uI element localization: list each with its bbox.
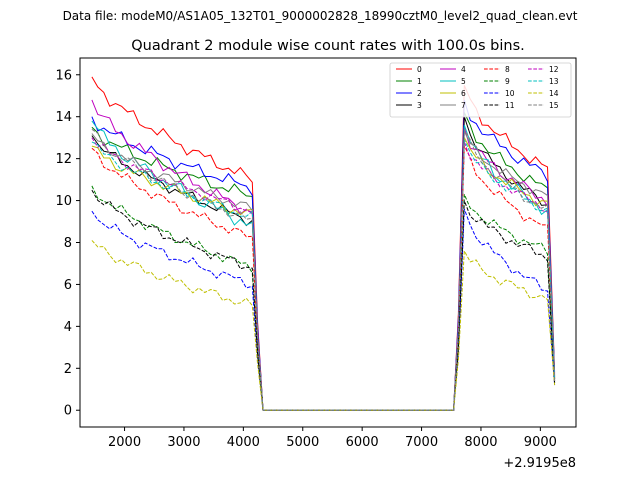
y-axis: 0 2 4 6 8 10 12 14 16 — [55, 68, 80, 419]
y-tick-label: 14 — [55, 110, 72, 125]
x-tick-label: 8000 — [464, 435, 497, 450]
legend-label-12: 12 — [549, 65, 559, 74]
series-line-2 — [91, 99, 556, 411]
series-line-0 — [91, 76, 556, 411]
legend-label-15: 15 — [549, 101, 559, 110]
series-line-8 — [91, 144, 556, 411]
series-line-4 — [91, 99, 556, 411]
y-tick-label: 2 — [64, 362, 72, 377]
legend-label-13: 13 — [549, 77, 559, 86]
x-tick-label: 9000 — [524, 435, 557, 450]
y-tick-label: 0 — [64, 404, 72, 419]
legend-label-5: 5 — [461, 77, 466, 86]
series-line-10 — [91, 208, 556, 411]
legend-label-4: 4 — [461, 65, 466, 74]
legend-box — [389, 62, 572, 118]
legend-label-14: 14 — [549, 89, 559, 98]
x-tick-label: 3000 — [167, 435, 200, 450]
y-tick-label: 16 — [55, 68, 72, 83]
legend-label-8: 8 — [505, 65, 510, 74]
series-line-11 — [91, 189, 556, 411]
legend-label-9: 9 — [505, 77, 510, 86]
legend-label-6: 6 — [461, 89, 466, 98]
y-tick-label: 12 — [55, 152, 72, 167]
x-tick-label: 5000 — [286, 435, 319, 450]
y-tick-label: 4 — [64, 320, 72, 335]
legend-label-7: 7 — [461, 101, 466, 110]
legend-label-11: 11 — [505, 101, 515, 110]
y-tick-label: 10 — [55, 194, 72, 209]
x-tick-label: 7000 — [405, 435, 438, 450]
legend-label-0: 0 — [417, 65, 422, 74]
x-tick-label: 6000 — [346, 435, 379, 450]
x-tick-label: 4000 — [227, 435, 260, 450]
series-line-14 — [91, 240, 556, 411]
series-line-13 — [91, 139, 556, 411]
chart-title: Quadrant 2 module wise count rates with … — [131, 38, 525, 54]
x-offset-label: +2.9195e8 — [503, 456, 576, 471]
legend-label-1: 1 — [417, 77, 422, 86]
y-tick-label: 8 — [64, 236, 72, 251]
x-tick-label: 2000 — [108, 435, 141, 450]
y-tick-label: 6 — [64, 278, 72, 293]
series-line-6 — [91, 135, 556, 411]
legend-label-3: 3 — [417, 101, 422, 110]
series-line-15 — [91, 127, 556, 411]
series-line-12 — [91, 137, 556, 411]
series-line-1 — [91, 112, 556, 411]
series-group — [91, 76, 556, 411]
series-line-7 — [91, 131, 556, 411]
suptitle: Data file: modeM0/AS1A05_132T01_90000028… — [63, 9, 578, 23]
x-axis: 2000 3000 4000 5000 6000 7000 8000 9000 — [108, 427, 557, 450]
legend-label-2: 2 — [417, 89, 422, 98]
series-line-9 — [91, 185, 556, 411]
legend-label-10: 10 — [505, 89, 515, 98]
